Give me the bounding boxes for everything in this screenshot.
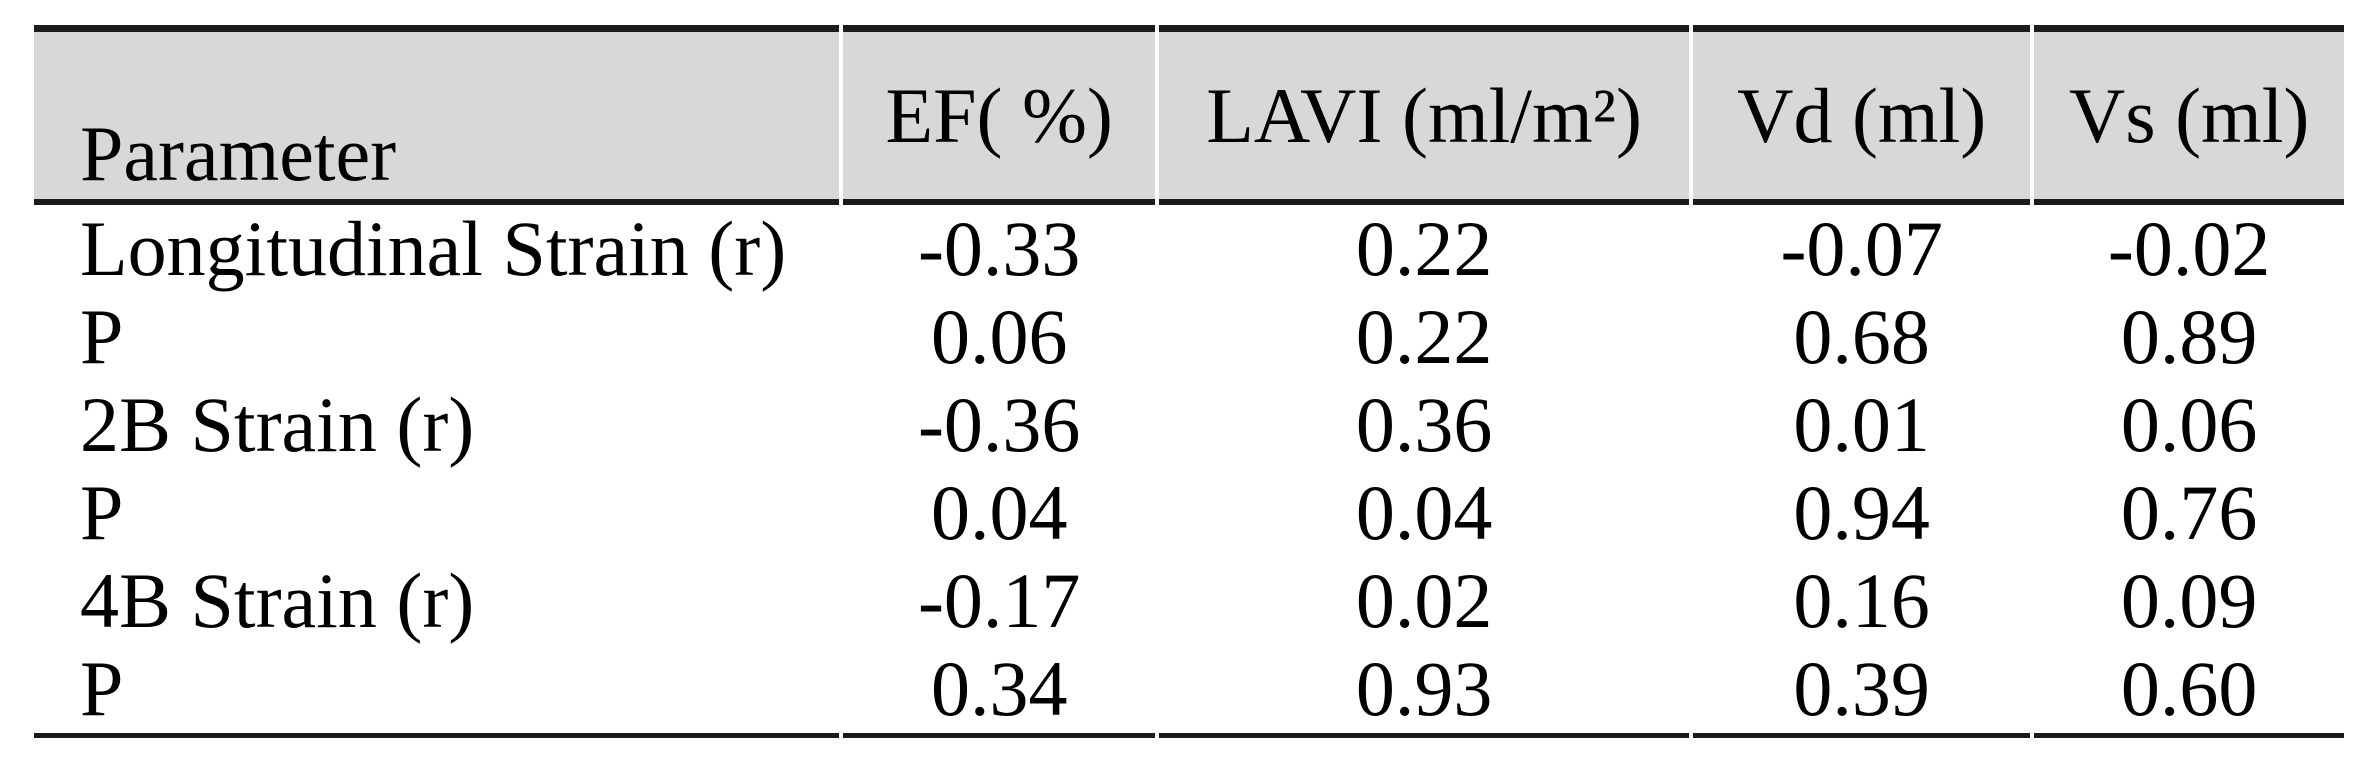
row-label: P <box>34 645 840 738</box>
value-cell: 0.60 <box>2034 645 2344 738</box>
value-cell: -0.36 <box>917 381 1081 468</box>
value-cell: -0.02 <box>2107 205 2271 292</box>
value-cell: 0.39 <box>1693 645 2031 738</box>
value-cell: 0.89 <box>2120 293 2258 380</box>
value-cell: 0.22 <box>1355 205 1493 292</box>
row-label: Longitudinal Strain (r) <box>80 205 787 292</box>
table-row: P 0.06 0.22 0.68 0.89 <box>34 293 2344 381</box>
value-cell: 0.93 <box>1159 645 1690 738</box>
value-cell: 0.16 <box>1793 557 1930 644</box>
column-header-vd: Vd (ml) <box>1693 25 2031 205</box>
table-row: P 0.04 0.04 0.94 0.76 <box>34 469 2344 557</box>
value-cell: 0.02 <box>1355 557 1493 644</box>
value-cell: 0.36 <box>1355 381 1493 468</box>
value-cell: 0.04 <box>930 469 1068 556</box>
value-cell: 0.06 <box>930 293 1068 380</box>
value-cell: 0.22 <box>1355 293 1493 380</box>
value-cell: 0.76 <box>2120 469 2258 556</box>
value-cell: -0.33 <box>917 205 1081 292</box>
table-row: Longitudinal Strain (r) -0.33 0.22 -0.07… <box>34 205 2344 293</box>
value-cell: -0.07 <box>1780 205 1943 292</box>
row-label: 2B Strain (r) <box>80 381 475 468</box>
column-header-vs: Vs (ml) <box>2034 25 2344 205</box>
column-header-parameter: Parameter <box>34 25 840 205</box>
table-row: 4B Strain (r) -0.17 0.02 0.16 0.09 <box>34 557 2344 645</box>
value-cell: 0.04 <box>1355 469 1493 556</box>
correlation-table: Parameter EF( %) LAVI (ml/m²) Vd (ml) Vs… <box>30 25 2348 738</box>
row-label: P <box>80 469 124 556</box>
column-header-ef: EF( %) <box>843 25 1156 205</box>
column-header-lavi: LAVI (ml/m²) <box>1159 25 1690 205</box>
value-cell: 0.68 <box>1793 293 1930 380</box>
value-cell: 0.94 <box>1793 469 1930 556</box>
row-label: 4B Strain (r) <box>80 557 475 644</box>
table-header-row: Parameter EF( %) LAVI (ml/m²) Vd (ml) Vs… <box>34 25 2344 205</box>
row-label: P <box>80 293 124 380</box>
value-cell: 0.01 <box>1793 381 1930 468</box>
table-row: P 0.34 0.93 0.39 0.60 <box>34 645 2344 738</box>
value-cell: 0.06 <box>2120 381 2258 468</box>
table-row: 2B Strain (r) -0.36 0.36 0.01 0.06 <box>34 381 2344 469</box>
value-cell: 0.34 <box>843 645 1156 738</box>
value-cell: -0.17 <box>917 557 1081 644</box>
value-cell: 0.09 <box>2120 557 2258 644</box>
